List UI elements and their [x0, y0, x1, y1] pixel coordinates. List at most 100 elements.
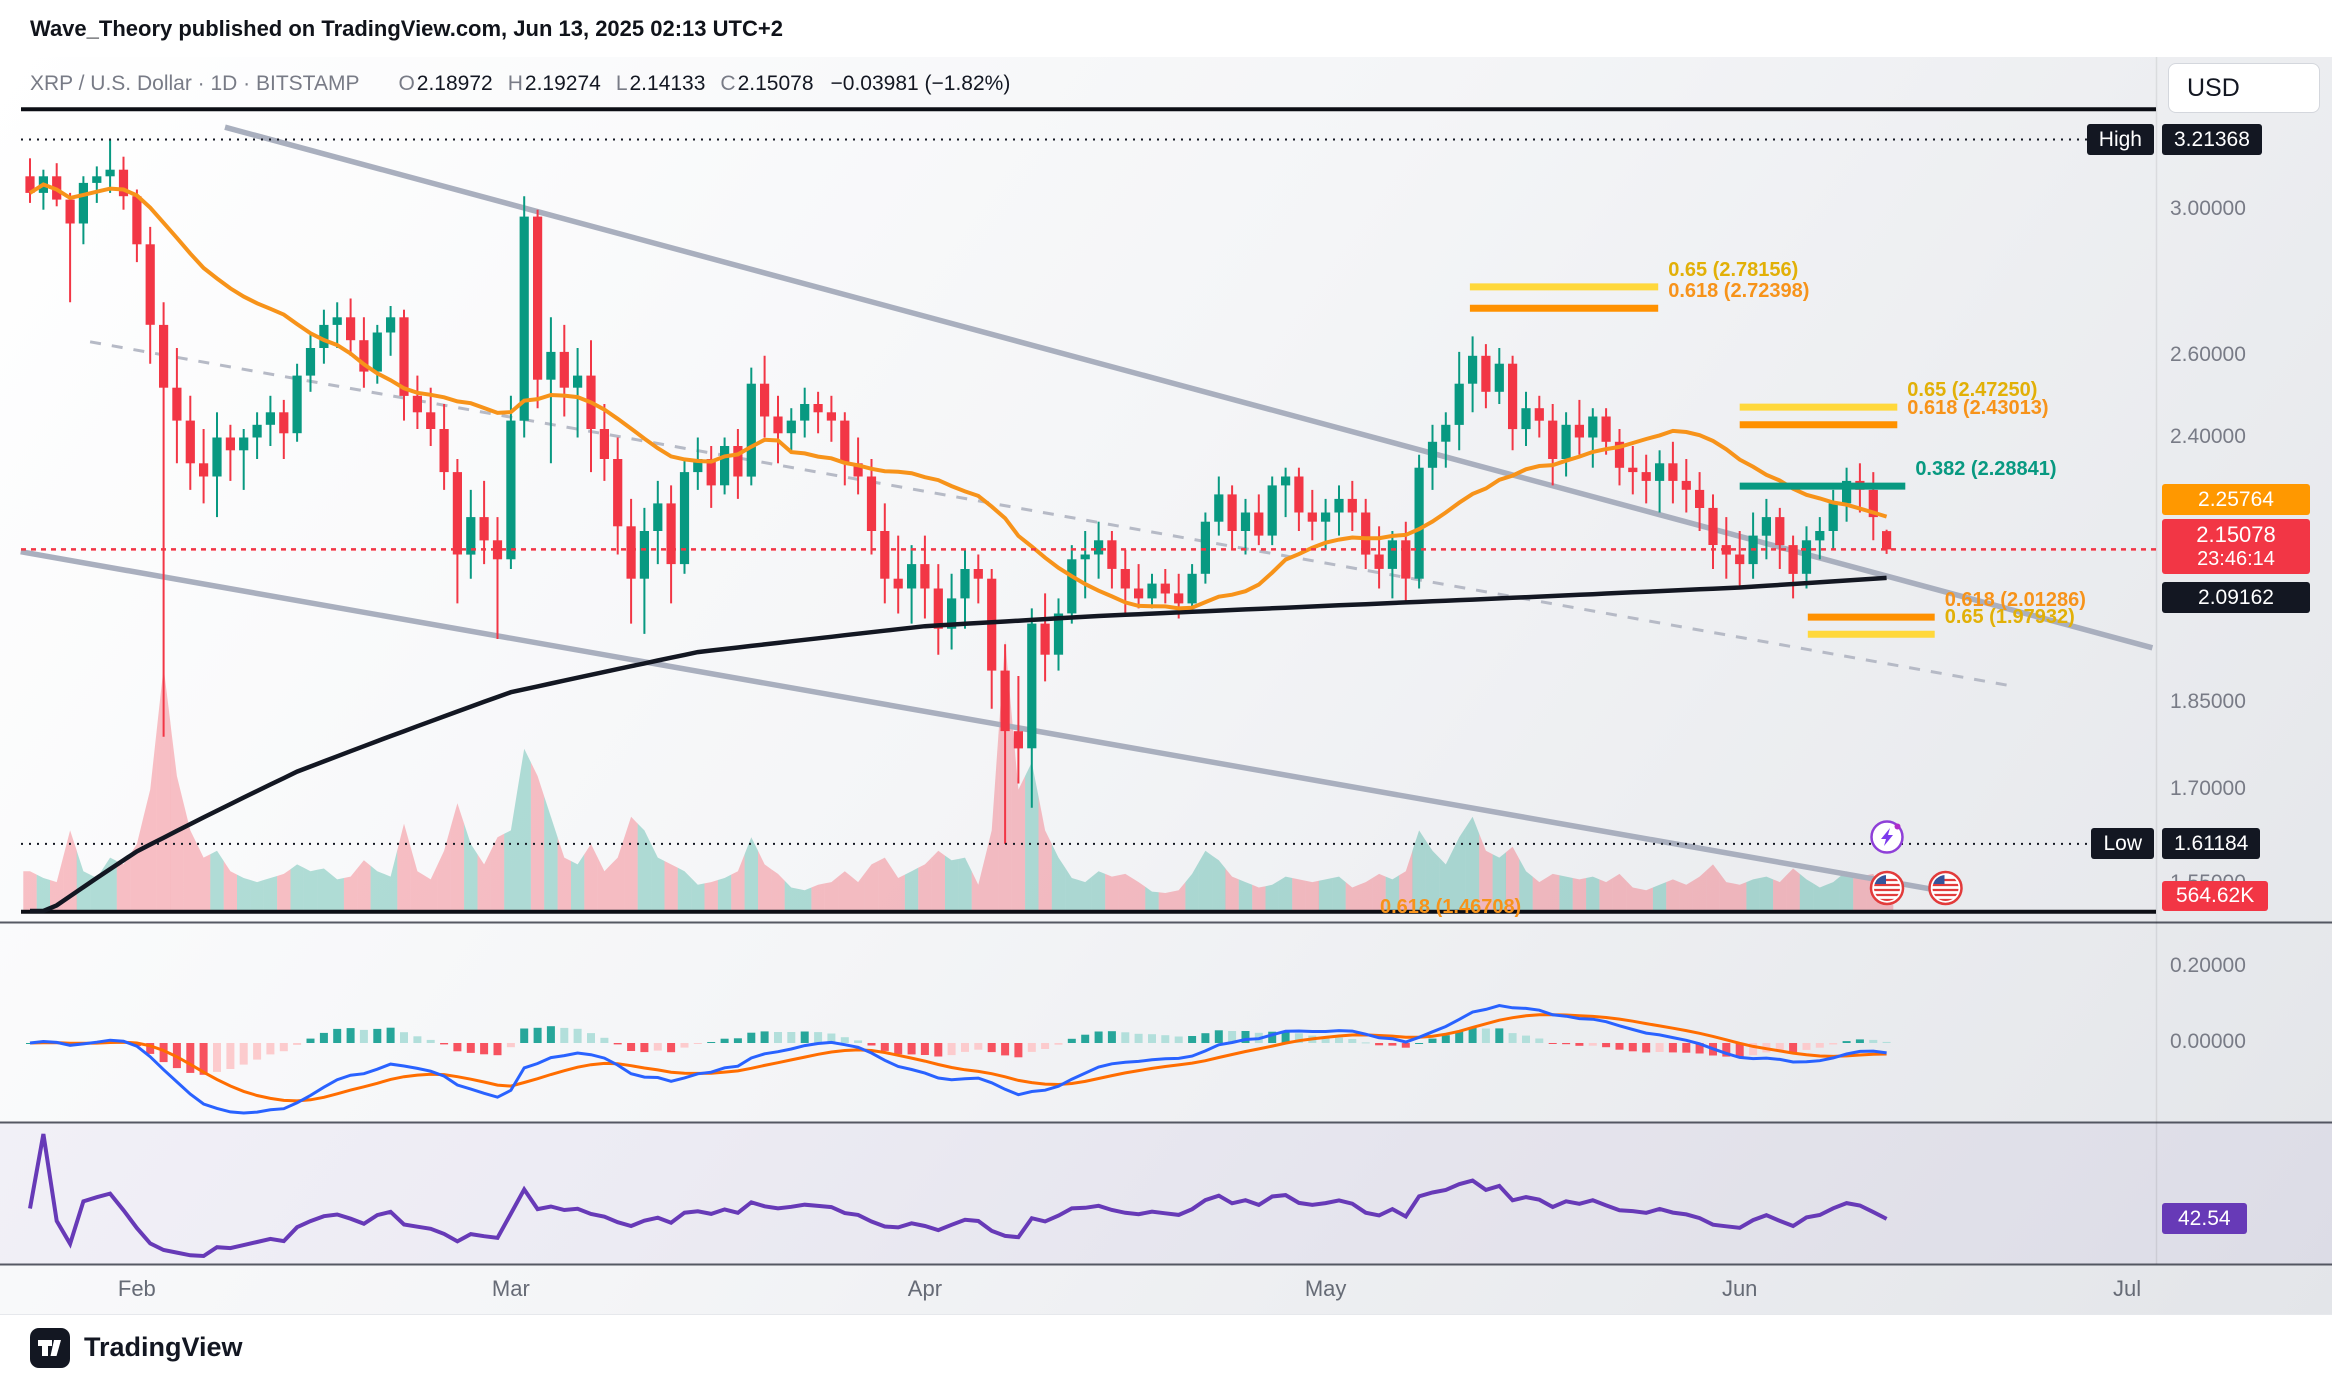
- macd-histogram-bar: [1067, 1038, 1076, 1043]
- candle: [1427, 441, 1438, 468]
- oscillator-pane-tint: [0, 1122, 2332, 1264]
- candle: [613, 459, 623, 527]
- volume-area-segment: [23, 871, 37, 912]
- candle: [319, 324, 329, 348]
- candle: [933, 588, 943, 629]
- macd-histogram-bar: [1802, 1043, 1811, 1050]
- currency-selector[interactable]: USD: [2168, 63, 2320, 113]
- open-label: O: [398, 72, 415, 95]
- volume-area-segment: [798, 887, 812, 912]
- candle: [1668, 463, 1678, 481]
- macd-histogram-bar: [373, 1028, 382, 1043]
- macd-histogram-bar: [573, 1028, 582, 1043]
- macd-histogram-bar: [680, 1043, 689, 1048]
- candle: [1107, 540, 1117, 569]
- us-flag-icon[interactable]: [1928, 870, 1963, 906]
- macd-histogram-bar: [1735, 1043, 1744, 1058]
- volume-area-segment: [1225, 868, 1239, 912]
- candle: [773, 416, 783, 434]
- candle: [960, 569, 970, 599]
- volume-area-segment: [1706, 864, 1720, 912]
- candle: [1441, 424, 1451, 442]
- macd-histogram-bar: [199, 1043, 208, 1075]
- macd-histogram-bar: [653, 1043, 662, 1051]
- macd-histogram-bar: [1575, 1043, 1584, 1046]
- volume-area-segment: [1038, 796, 1052, 912]
- volume-area-segment: [1318, 878, 1333, 912]
- symbol-info-bar[interactable]: XRP / U.S. Dollar · 1D · BITSTAMP O 2.189…: [30, 72, 1010, 96]
- volume-area-segment: [437, 827, 451, 912]
- volume-area-segment: [1051, 844, 1066, 912]
- candle: [1281, 476, 1291, 486]
- us-flag-icon[interactable]: [1869, 870, 1905, 906]
- ai-sparkle-icon[interactable]: [1870, 820, 1904, 854]
- candle: [1708, 507, 1718, 545]
- candle: [212, 437, 222, 477]
- close-label: C: [720, 72, 736, 95]
- volume-area-segment: [1078, 876, 1092, 912]
- macd-histogram-bar: [1361, 1042, 1370, 1044]
- candle: [746, 383, 756, 477]
- high-value: 2.19274: [524, 72, 601, 95]
- candle: [466, 517, 476, 555]
- candle: [1508, 363, 1518, 430]
- high-label: H: [507, 72, 523, 95]
- oscillator-value-badge: 42.54: [2162, 1203, 2247, 1235]
- candle: [880, 531, 890, 579]
- tradingview-wordmark[interactable]: TradingView: [84, 1332, 243, 1362]
- candle: [1254, 512, 1264, 536]
- candle: [533, 216, 543, 380]
- volume-area-segment: [1412, 830, 1426, 912]
- volume-area-segment: [677, 867, 692, 912]
- macd-histogram-bar: [426, 1039, 435, 1043]
- candle: [1882, 531, 1892, 550]
- candle: [452, 472, 462, 555]
- macd-histogram-bar: [440, 1043, 449, 1045]
- macd-histogram-bar: [1161, 1035, 1170, 1043]
- macd-histogram-bar: [1628, 1043, 1637, 1052]
- volume-area-segment: [397, 823, 411, 912]
- volume-area-segment: [1813, 883, 1827, 912]
- volume-area-segment: [223, 861, 237, 912]
- candle: [1334, 498, 1344, 513]
- chart-background[interactable]: [0, 57, 2332, 1314]
- tradingview-logo-icon[interactable]: [30, 1327, 70, 1368]
- candle: [1414, 467, 1424, 579]
- candle: [239, 437, 249, 451]
- macd-histogram-bar: [1174, 1036, 1183, 1043]
- candle: [1775, 517, 1785, 546]
- macd-histogram-bar: [293, 1043, 302, 1045]
- macd-histogram-bar: [1455, 1031, 1464, 1043]
- volume-area-segment: [464, 823, 478, 912]
- volume-area-segment: [1679, 880, 1693, 912]
- candle: [1147, 583, 1157, 599]
- candle: [1801, 540, 1812, 574]
- macd-histogram-bar: [814, 1032, 823, 1043]
- volume-area-segment: [1238, 879, 1253, 912]
- volume-area-segment: [544, 796, 558, 912]
- candle: [573, 375, 583, 388]
- volume-area-segment: [1198, 850, 1213, 912]
- macd-histogram-bar: [1268, 1031, 1277, 1043]
- volume-area-segment: [1786, 868, 1800, 912]
- macd-histogram-bar: [974, 1043, 983, 1050]
- candle: [1267, 485, 1277, 536]
- volume-area-segment: [170, 721, 184, 912]
- macd-histogram-bar: [146, 1043, 155, 1054]
- macd-histogram-bar: [1335, 1037, 1343, 1043]
- candle: [479, 517, 489, 541]
- volume-area-segment: [330, 873, 344, 912]
- macd-histogram-bar: [1815, 1043, 1824, 1048]
- publish-info-text: Wave_Theory published on TradingView.com…: [30, 15, 783, 41]
- candle: [947, 598, 957, 629]
- candle: [439, 429, 449, 473]
- close-value: 2.15078: [737, 72, 814, 95]
- macd-histogram-bar: [600, 1037, 609, 1043]
- volume-area-segment: [1532, 876, 1546, 912]
- macd-histogram-bar: [413, 1036, 422, 1043]
- macd-histogram-bar: [279, 1043, 288, 1052]
- macd-line: [29, 1003, 1887, 1115]
- candle: [706, 459, 716, 486]
- macd-histogram-bar: [1855, 1039, 1864, 1043]
